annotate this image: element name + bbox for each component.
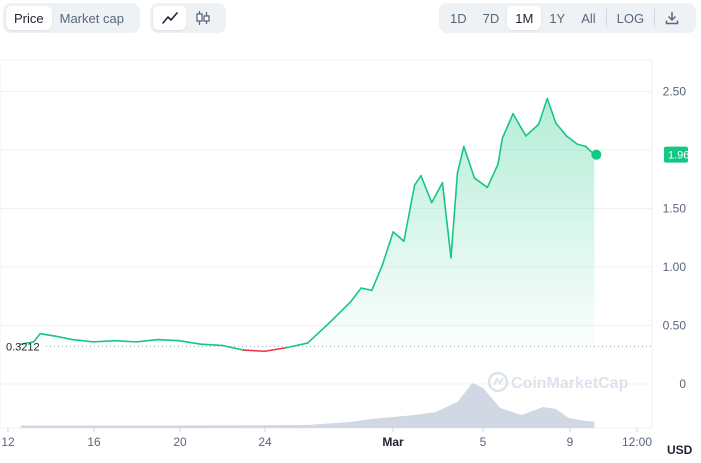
price-segment (328, 301, 352, 324)
x-tick-label: 16 (87, 435, 101, 449)
x-tick-label: 20 (173, 435, 187, 449)
price-segment (512, 112, 527, 137)
range-1d-button[interactable]: 1D (450, 10, 467, 26)
price-segment (392, 231, 405, 243)
price-area-fill (20, 98, 595, 347)
price-segment (360, 287, 373, 292)
price-segment (221, 344, 245, 351)
price-segment (456, 145, 465, 175)
price-segment (441, 181, 452, 259)
x-tick-label: 24 (258, 435, 272, 449)
price-segment (463, 145, 476, 179)
price-segment (565, 135, 579, 145)
price-segment (381, 231, 395, 266)
price-segment (430, 181, 444, 204)
price-segment (263, 346, 288, 353)
x-tick-label: 9 (567, 435, 574, 449)
price-segment (413, 174, 422, 186)
start-price-label: 0.3212 (6, 341, 40, 353)
log-scale-button[interactable]: LOG (616, 10, 645, 26)
price-segment (114, 339, 138, 343)
price-segment (555, 122, 568, 137)
x-tick-label: 12:00 (622, 435, 652, 449)
price-segment (420, 174, 433, 204)
chart-type-toggle (150, 3, 226, 33)
price-segment (370, 263, 384, 292)
price-segment (199, 343, 223, 347)
range-all-button[interactable]: All (581, 10, 596, 26)
current-price-badge-bg (664, 146, 688, 163)
price-segment (92, 339, 116, 343)
price-segment (537, 97, 549, 126)
y-tick-label: 1.00 (663, 260, 687, 274)
x-tick-label: Mar (382, 435, 404, 449)
range-7d-button[interactable]: 7D (482, 10, 500, 26)
x-tick-label: 12 (1, 435, 15, 449)
x-tick-label: 5 (480, 435, 487, 449)
volume-area (20, 383, 595, 428)
x-axis: 12 16 20 24 Mar 5 9 12:00 (1, 428, 652, 449)
toolbar-divider (654, 9, 656, 27)
price-segment (349, 287, 362, 303)
currency-label: USD (667, 443, 693, 457)
price-segment (54, 335, 73, 341)
price-segment (242, 349, 266, 353)
y-tick-label: 0.50 (663, 319, 687, 333)
price-segment (486, 163, 499, 189)
download-button[interactable] (657, 6, 687, 30)
candlestick-button[interactable] (186, 6, 219, 30)
watermark-text: CoinMarketCap (511, 375, 629, 392)
y-axis: 2.50 1.50 1.00 0.50 0 (663, 85, 687, 392)
range-1m-button[interactable]: 1M (507, 6, 542, 30)
price-segment (576, 143, 587, 148)
price-segment (473, 177, 489, 189)
price-segment (501, 112, 514, 140)
price-segment (497, 137, 504, 165)
market-cap-tab[interactable]: Market cap (59, 10, 124, 26)
y-tick-label: 1.50 (663, 202, 687, 216)
line-chart-button[interactable] (153, 6, 186, 30)
download-icon (665, 12, 679, 25)
price-segment (525, 123, 540, 137)
candlestick-icon (195, 11, 210, 25)
time-range-toggle: 1D 7D 1M 1Y All LOG (439, 3, 696, 33)
line-chart-icon (161, 12, 178, 24)
range-1y-button[interactable]: 1Y (549, 10, 566, 26)
metric-toggle: Price Market cap (3, 3, 140, 33)
price-segment (403, 184, 416, 243)
volume-shape (20, 383, 595, 428)
price-segment (306, 322, 330, 344)
watermark: CoinMarketCap (487, 371, 629, 393)
price-segment (546, 97, 557, 124)
price-segment (178, 339, 202, 346)
price-segment (39, 332, 56, 337)
current-price-value: 1.96 (668, 150, 689, 162)
toolbar-divider (605, 9, 607, 27)
price-line (20, 97, 596, 353)
price-segment (157, 338, 180, 342)
price-area (20, 98, 595, 347)
y-tick-label: 0 (679, 377, 686, 391)
price-segment (71, 338, 95, 343)
current-price-badge: 1.96 (591, 146, 689, 163)
price-segment (135, 338, 159, 343)
price-segment (32, 332, 41, 343)
y-tick-label: 2.50 (663, 85, 687, 99)
price-segment (285, 342, 309, 349)
price-segment (20, 341, 35, 346)
price-tab[interactable]: Price (6, 6, 52, 30)
price-segment (450, 172, 459, 259)
current-price-dot (591, 149, 602, 160)
